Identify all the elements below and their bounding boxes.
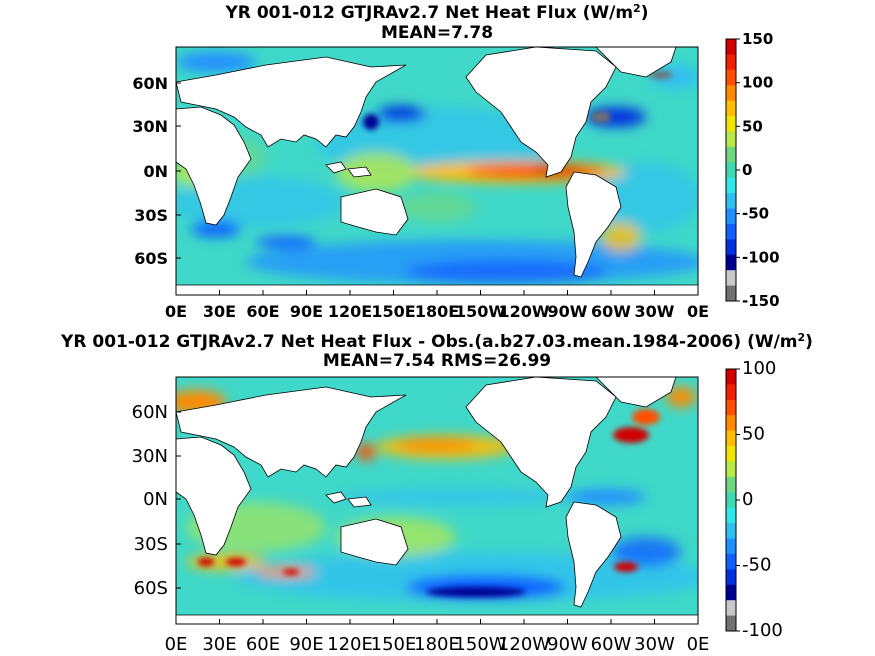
bottom-heatmap: [176, 377, 698, 624]
x-tick-label: 120W: [498, 302, 549, 321]
colorbar-segment: [726, 223, 736, 240]
colorbar-segment: [726, 615, 736, 632]
colorbar-segment: [726, 399, 736, 416]
colorbar-segment: [726, 538, 736, 555]
colorbar-segment: [726, 430, 736, 447]
x-tick-label: 180E: [414, 634, 460, 655]
colorbar-tick-label: 0: [742, 489, 753, 510]
x-tick-label: 90W: [548, 302, 588, 321]
colorbar-tick-label: -100: [742, 620, 783, 641]
top-panel: YR 001-012 GTJRAv2.7 Net Heat Flux (W/m2…: [132, 2, 779, 321]
colorbar-segment: [726, 54, 736, 71]
colorbar-segment: [726, 254, 736, 271]
colorbar-segment: [726, 100, 736, 117]
x-tick-label: 150E: [371, 634, 417, 655]
x-tick-label: 120W: [498, 634, 550, 655]
colorbar-segment: [726, 162, 736, 179]
y-tick-label: 60N: [132, 74, 168, 93]
x-tick-label: 60E: [246, 634, 280, 655]
y-tick-label: 0N: [143, 162, 168, 181]
colorbar-segment: [726, 553, 736, 570]
x-tick-label: 0E: [165, 302, 187, 321]
x-tick-label: 180E: [415, 302, 459, 321]
colorbar-segment: [726, 208, 736, 225]
colorbar-segment: [726, 193, 736, 210]
colorbar-segment: [726, 69, 736, 86]
bottom-yticks: 60N 30N 0N 30S 60S: [132, 402, 181, 599]
colorbar-segment: [726, 384, 736, 401]
x-tick-label: 150E: [371, 302, 415, 321]
y-tick-label: 30S: [134, 534, 168, 555]
colorbar-segment: [726, 461, 736, 478]
x-tick-label: 60E: [246, 302, 279, 321]
top-heatmap: [176, 47, 698, 295]
top-title: YR 001-012 GTJRAv2.7 Net Heat Flux (W/m2…: [225, 2, 649, 23]
colorbar-segment: [726, 285, 736, 302]
top-colorbar: 150 100 50 0 -50 -100 -150: [725, 30, 780, 310]
top-yticks: 60N 30N 0N 30S 60S: [132, 74, 181, 268]
colorbar-tick-label: -50: [742, 555, 771, 576]
colorbar-segment: [726, 600, 736, 617]
colorbar-tick-label: -100: [742, 248, 780, 266]
x-tick-label: 0E: [165, 634, 188, 655]
x-tick-label: 0E: [687, 302, 709, 321]
bottom-panel: YR 001-012 GTJRAv2.7 Net Heat Flux - Obs…: [60, 331, 813, 655]
y-tick-label: 60S: [134, 249, 168, 268]
x-tick-label: 120E: [327, 634, 373, 655]
x-tick-label: 30E: [203, 302, 236, 321]
bottom-subtitle: MEAN=7.54 RMS=26.99: [323, 351, 551, 371]
colorbar-segment: [726, 523, 736, 540]
top-subtitle: MEAN=7.78: [381, 23, 493, 43]
x-tick-label: 90W: [547, 634, 588, 655]
colorbar-tick-label: 150: [742, 30, 773, 48]
x-tick-label: 60W: [591, 634, 632, 655]
colorbar-segment: [726, 369, 736, 385]
y-tick-label: 60S: [134, 578, 168, 599]
colorbar-tick-label: 50: [742, 424, 765, 445]
y-tick-label: 30N: [132, 446, 168, 467]
x-tick-label: 150W: [454, 634, 506, 655]
colorbar-segment: [726, 131, 736, 148]
x-tick-label: 0E: [687, 634, 710, 655]
colorbar-tick-label: 0: [742, 161, 752, 179]
colorbar-tick-label: 50: [742, 117, 763, 135]
colorbar-tick-label: 100: [742, 358, 776, 379]
x-tick-label: 30W: [635, 302, 675, 321]
y-tick-label: 60N: [132, 402, 168, 423]
colorbar-tick-label: -50: [742, 205, 769, 223]
bottom-title: YR 001-012 GTJRAv2.7 Net Heat Flux - Obs…: [60, 331, 813, 352]
colorbar-segment: [726, 446, 736, 462]
colorbar-segment: [726, 476, 736, 493]
colorbar-segment: [726, 569, 736, 586]
x-tick-label: 30W: [634, 634, 675, 655]
colorbar-segment: [726, 270, 736, 287]
colorbar-segment: [726, 239, 736, 256]
colorbar-tick-label: 100: [742, 74, 773, 92]
colorbar-segment: [726, 584, 736, 601]
colorbar-segment: [726, 39, 736, 55]
colorbar-tick-label: -150: [742, 292, 780, 310]
colorbar-segment: [726, 177, 736, 194]
colorbar-segment: [726, 146, 736, 163]
x-tick-label: 90E: [289, 634, 323, 655]
y-tick-label: 30N: [132, 117, 168, 136]
x-tick-label: 150W: [455, 302, 506, 321]
colorbar-segment: [726, 116, 736, 132]
x-tick-label: 120E: [328, 302, 372, 321]
y-tick-label: 30S: [134, 206, 168, 225]
colorbar-segment: [726, 492, 736, 509]
colorbar-segment: [726, 507, 736, 524]
x-tick-label: 60W: [591, 302, 631, 321]
x-tick-label: 30E: [202, 634, 236, 655]
bottom-colorbar: 100 50 0 -50 -100: [725, 358, 783, 641]
y-tick-label: 0N: [143, 489, 168, 510]
x-tick-label: 90E: [290, 302, 323, 321]
colorbar-segment: [726, 415, 736, 432]
colorbar-segment: [726, 85, 736, 102]
